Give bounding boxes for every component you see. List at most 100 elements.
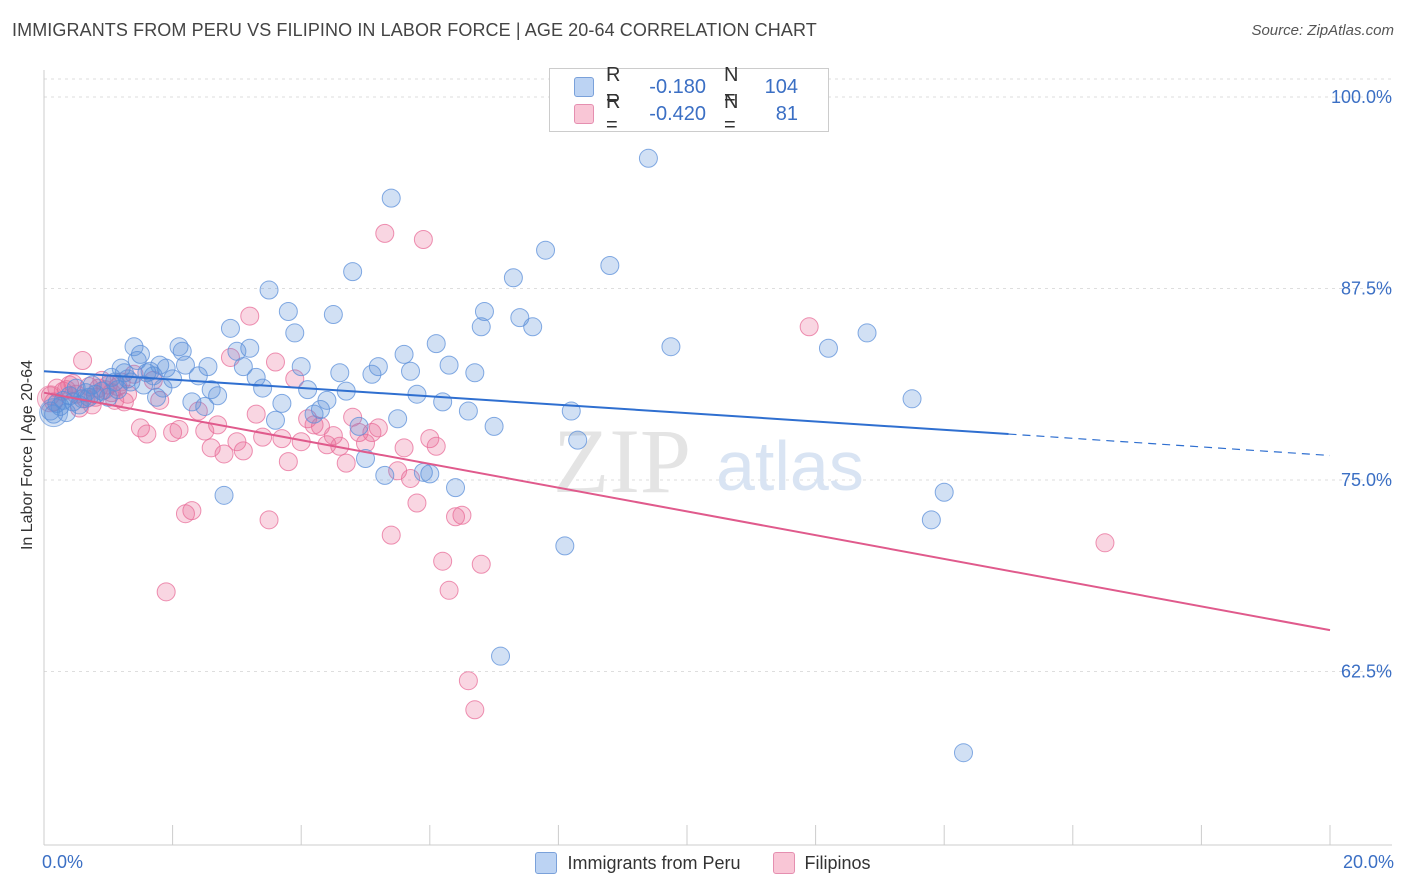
peru-point xyxy=(44,404,64,424)
peru-point xyxy=(638,148,658,168)
peru-point xyxy=(474,301,494,321)
peru-point xyxy=(240,338,260,358)
peru-point xyxy=(285,323,305,343)
stats-row-filipinos: R = -0.420 N = 81 xyxy=(574,91,798,136)
filipino-point xyxy=(169,419,189,439)
filipino-point xyxy=(439,580,459,600)
filipino-point xyxy=(336,453,356,473)
peru-point xyxy=(857,323,877,343)
filipino-point xyxy=(278,452,298,472)
peru-point xyxy=(510,308,530,328)
filipino-point xyxy=(259,510,279,530)
peru-point xyxy=(147,387,167,407)
peru-point xyxy=(272,393,292,413)
peru-point xyxy=(420,464,440,484)
peru-point xyxy=(214,485,234,505)
x-tick-max: 20.0% xyxy=(1342,852,1394,872)
filipino-point xyxy=(433,551,453,571)
trendlines-layer xyxy=(43,370,1331,632)
filipino-point xyxy=(446,507,466,527)
filipino-point xyxy=(118,384,138,404)
n-label: N = xyxy=(724,91,739,136)
peru-point xyxy=(127,351,147,371)
legend-item-filipinos[interactable]: Filipinos xyxy=(772,852,871,874)
peru-point xyxy=(381,188,401,208)
peru-point xyxy=(253,378,273,398)
chart-title: IMMIGRANTS FROM PERU VS FILIPINO IN LABO… xyxy=(12,20,817,40)
filipino-point xyxy=(253,427,273,447)
peru-point xyxy=(198,357,218,377)
peru-point xyxy=(317,390,337,410)
peru-point xyxy=(356,449,375,469)
peru-point xyxy=(175,355,195,375)
peru-point xyxy=(140,361,160,381)
peru-trendline xyxy=(43,370,1009,436)
filipino-point xyxy=(407,493,427,513)
peru-point xyxy=(471,317,491,337)
n-value: 104 xyxy=(764,75,798,98)
filipino-point xyxy=(465,700,485,720)
filipino-point xyxy=(413,229,433,249)
peru-point xyxy=(439,355,459,375)
peru-point xyxy=(394,344,414,364)
y-tick-label: 100.0% xyxy=(1331,87,1392,107)
peru-point xyxy=(503,268,523,288)
peru-point xyxy=(921,510,941,530)
filipino-point xyxy=(246,404,266,424)
peru-point xyxy=(246,367,266,387)
peru-point xyxy=(426,334,446,354)
series-legend: Immigrants from Peru Filipinos xyxy=(0,852,1406,874)
n-value: 81 xyxy=(775,102,798,125)
peru-point xyxy=(265,410,285,430)
peru-point xyxy=(362,364,382,384)
peru-point xyxy=(446,478,466,498)
filipino-point xyxy=(368,418,388,438)
y-tick-label: 62.5% xyxy=(1341,662,1392,682)
axes-layer xyxy=(43,70,1392,846)
r-label: R = xyxy=(606,91,621,136)
peru-point xyxy=(82,375,102,395)
filipino-point xyxy=(150,390,170,410)
peru-point xyxy=(40,401,60,421)
peru-point xyxy=(661,337,681,357)
peru-point xyxy=(156,358,176,378)
peru-point xyxy=(130,344,150,364)
filipino-point xyxy=(375,223,395,243)
peru-point xyxy=(208,386,228,406)
peru-point xyxy=(934,482,954,502)
filipino-point xyxy=(156,582,176,602)
y-tick-labels: 100.0% 87.5% 75.0% 62.5% xyxy=(1331,87,1392,682)
peru-point xyxy=(458,401,478,421)
peru-point xyxy=(330,363,350,383)
peru-swatch xyxy=(535,852,558,874)
peru-point xyxy=(349,416,369,436)
filipino-point xyxy=(182,501,202,521)
stats-legend: R = -0.180 N = 104 R = -0.420 N = 81 xyxy=(549,64,829,136)
legend-label-peru: Immigrants from Peru xyxy=(567,852,741,873)
peru-point xyxy=(368,357,388,377)
y-axis-label: In Labor Force | Age 20-64 xyxy=(19,359,36,551)
peru-point xyxy=(536,240,556,260)
legend-label-filipinos: Filipinos xyxy=(804,852,871,873)
peru-trendline-extension xyxy=(1008,433,1331,457)
watermark-atlas: atlas xyxy=(716,427,864,505)
peru-point xyxy=(523,317,543,337)
filipino-point xyxy=(323,426,343,446)
filipino-point xyxy=(310,416,330,436)
source-label: Source: ZipAtlas.com xyxy=(1251,22,1394,39)
filipino-point xyxy=(458,671,478,691)
r-label: R = xyxy=(606,64,621,109)
peru-point xyxy=(76,383,96,403)
filipino-point xyxy=(381,525,401,545)
filipino-point xyxy=(265,352,285,372)
peru-point xyxy=(323,305,343,325)
n-label: N = xyxy=(724,64,739,109)
filipino-point xyxy=(240,306,260,326)
legend-item-peru[interactable]: Immigrants from Peru xyxy=(535,852,741,874)
filipinos-swatch xyxy=(772,852,795,874)
filipino-point xyxy=(214,444,234,464)
peru-point xyxy=(953,743,973,763)
watermark-zip: ZIP xyxy=(553,410,691,512)
peru-point xyxy=(291,357,311,377)
